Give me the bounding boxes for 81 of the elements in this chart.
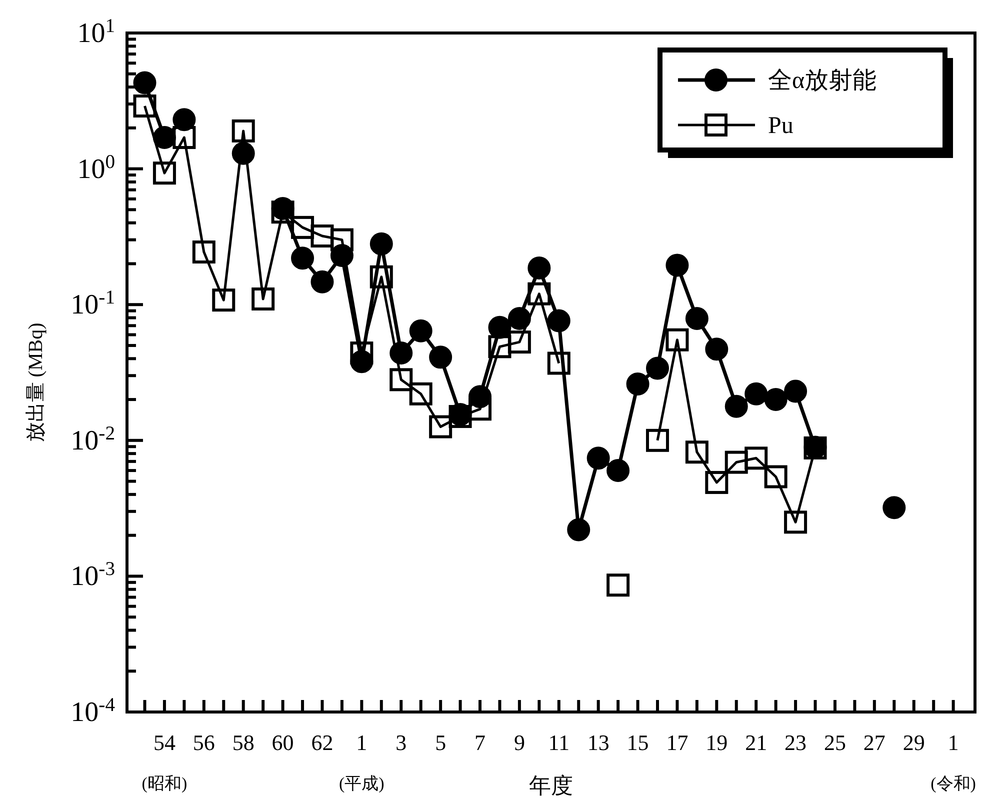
x-tick-label: 27 xyxy=(863,730,886,755)
x-tick-label: 19 xyxy=(706,730,728,755)
point xyxy=(764,465,788,488)
point xyxy=(705,470,728,494)
point xyxy=(508,307,531,330)
point xyxy=(252,287,275,310)
point xyxy=(409,382,432,406)
point xyxy=(685,307,708,330)
point xyxy=(133,71,156,94)
x-tick-label: 7 xyxy=(474,730,486,755)
x-tick-label: 21 xyxy=(745,730,768,755)
point xyxy=(784,380,808,403)
point xyxy=(508,330,531,354)
y-tick-label: 10$^{-4}$ xyxy=(70,694,116,728)
x-tick-label: 17 xyxy=(666,730,688,755)
point xyxy=(666,254,689,277)
point xyxy=(409,319,432,342)
point xyxy=(291,246,314,270)
point xyxy=(370,232,393,256)
point xyxy=(528,256,551,280)
y-tick-label: 10$^{-2}$ xyxy=(70,422,115,456)
y-tick-label: 10$^{1}$ xyxy=(77,16,115,49)
point xyxy=(586,446,610,470)
x-tick-label: 3 xyxy=(396,730,407,755)
legend-label: 全α放射能 xyxy=(768,68,877,94)
point xyxy=(547,309,570,332)
point xyxy=(488,335,512,358)
point xyxy=(271,200,294,224)
point xyxy=(705,338,728,361)
point xyxy=(685,440,708,464)
x-tick-label: 58 xyxy=(232,730,254,755)
x-tick-label: 9 xyxy=(514,730,525,755)
point xyxy=(666,328,689,352)
x-tick-label: 60 xyxy=(272,730,294,755)
y-axis-title: 放出量 (MBq) xyxy=(25,322,47,442)
point xyxy=(291,216,314,239)
x-tick-label: 13 xyxy=(587,730,610,755)
point xyxy=(232,119,255,142)
point xyxy=(429,415,452,438)
x-tick-label: 25 xyxy=(824,730,846,755)
point xyxy=(882,496,906,520)
y-tick-label: 10$^{0}$ xyxy=(77,151,116,185)
x-axis-title: 年度 xyxy=(529,773,573,798)
point xyxy=(744,446,768,470)
legend-label: Pu xyxy=(768,113,794,139)
point xyxy=(350,342,374,365)
x-tick-label: 62 xyxy=(311,730,334,755)
point xyxy=(606,574,630,597)
x-tick-label: 5 xyxy=(435,730,446,755)
x-tick-label: 11 xyxy=(548,730,570,755)
point xyxy=(646,428,669,452)
y-tick-label: 10$^{-3}$ xyxy=(70,558,116,592)
point xyxy=(310,270,334,294)
point xyxy=(330,228,354,252)
point xyxy=(626,372,650,396)
point xyxy=(133,94,156,118)
x-tick-label: 56 xyxy=(192,730,215,755)
point xyxy=(212,288,236,312)
point xyxy=(567,518,590,542)
x-tick-label: 1 (平成) xyxy=(339,730,384,793)
point xyxy=(370,265,393,288)
point xyxy=(784,510,808,534)
point xyxy=(724,450,748,474)
point xyxy=(429,346,452,369)
point xyxy=(724,394,748,418)
point xyxy=(310,224,334,248)
point xyxy=(152,162,176,185)
point xyxy=(764,388,788,412)
x-tick-label: 29 xyxy=(902,730,925,755)
point xyxy=(390,368,413,392)
point xyxy=(547,352,570,375)
y-tick-label: 10$^{-1}$ xyxy=(70,287,115,321)
point xyxy=(192,240,216,264)
point xyxy=(646,356,669,380)
point xyxy=(528,282,551,306)
point xyxy=(744,382,768,406)
x-tick-label: 54 (昭和) xyxy=(142,730,188,793)
x-tick-label: 23 xyxy=(784,730,807,755)
x-tick-label: 1 (令和) xyxy=(930,730,976,793)
x-tick-label: 15 xyxy=(626,730,649,755)
point xyxy=(606,459,630,482)
